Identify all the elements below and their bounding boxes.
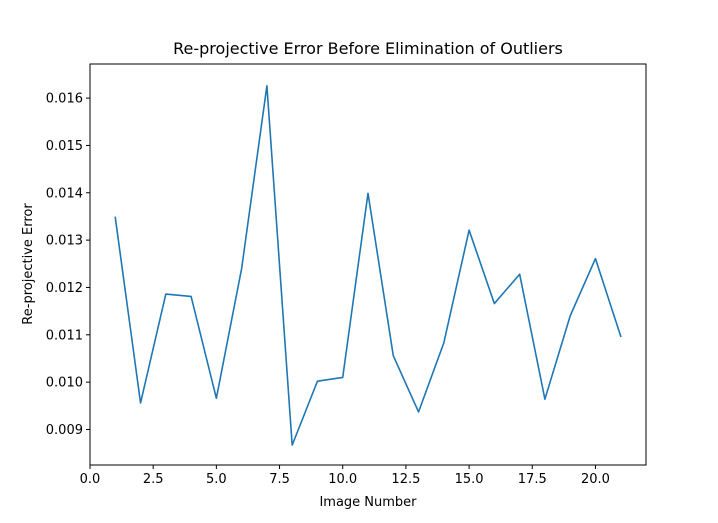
series-line-0 — [114, 84, 622, 446]
x-tick-label-7: 17.5 — [518, 472, 547, 487]
y-tick-label-3: 0.012 — [46, 281, 83, 296]
x-tick-label-5: 12.5 — [391, 472, 420, 487]
x-axis-label: Image Number — [319, 495, 417, 510]
x-tick-label-3: 7.5 — [269, 472, 290, 487]
chart-title: Re-projective Error Before Elimination o… — [173, 39, 563, 58]
x-tick-label-6: 15.0 — [455, 472, 484, 487]
y-axis-label: Re-projective Error — [21, 203, 36, 325]
x-tick-label-8: 20.0 — [581, 472, 610, 487]
x-tick-label-0: 0.0 — [80, 472, 101, 487]
y-tick-label-4: 0.013 — [46, 234, 83, 249]
x-tick-label-1: 2.5 — [143, 472, 164, 487]
x-tick-label-4: 10.0 — [328, 472, 357, 487]
y-tick-label-1: 0.010 — [46, 376, 83, 391]
x-tick-label-2: 5.0 — [206, 472, 227, 487]
y-tick-label-5: 0.014 — [46, 186, 83, 201]
y-tick-label-0: 0.009 — [46, 423, 83, 438]
y-tick-label-6: 0.015 — [46, 139, 83, 154]
plot-frame — [89, 63, 647, 466]
y-tick-label-2: 0.011 — [46, 328, 83, 343]
y-tick-label-7: 0.016 — [46, 92, 83, 107]
plot-area: 0.0 2.5 5.0 7.5 10.0 12.5 15.0 17.5 20.0 0.009 0.0… — [46, 63, 647, 487]
